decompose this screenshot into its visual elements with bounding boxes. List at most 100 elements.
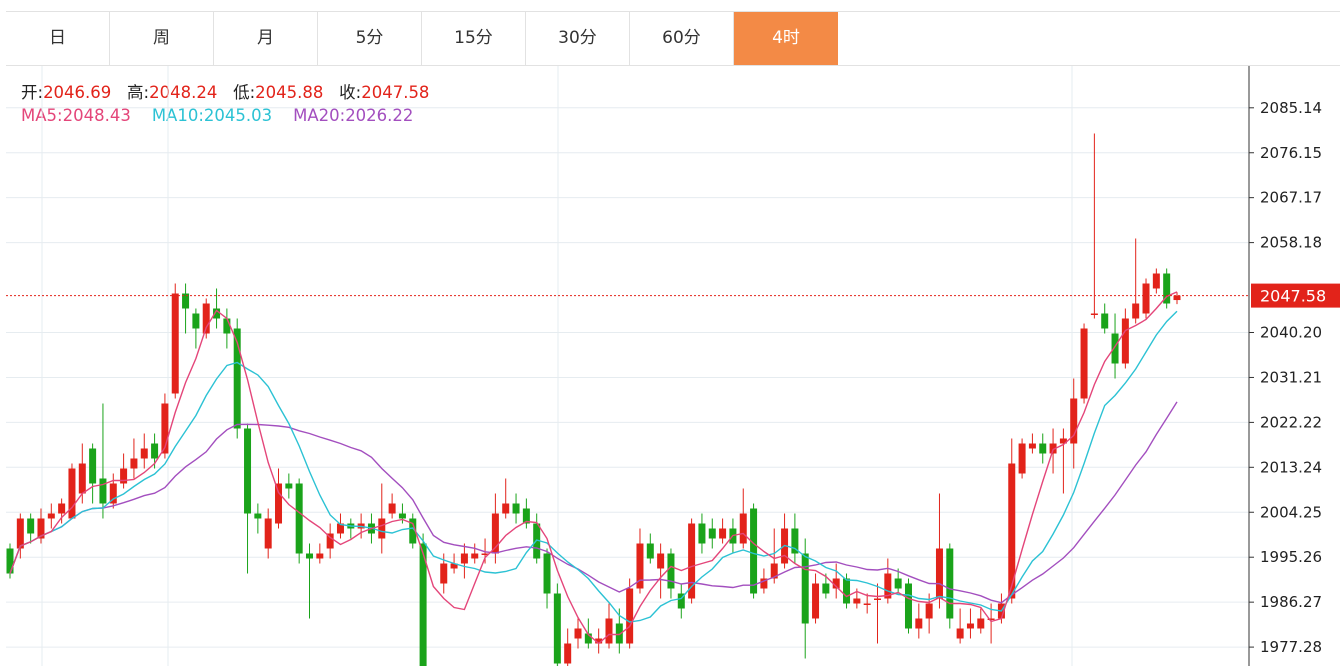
timeframe-tabs: 日周月 5分 15分 30分 60分 4时 [6, 11, 1340, 66]
candle-body [1080, 328, 1088, 399]
candle-body [1090, 313, 1098, 315]
candle-body [326, 533, 334, 549]
candle-body [812, 583, 820, 619]
candle-body [99, 478, 107, 504]
candle-body [574, 628, 582, 639]
candle-body [295, 483, 303, 554]
low-value: 2045.88 [255, 83, 324, 102]
y-tick-label: 2076.15 [1260, 144, 1322, 162]
candle-body [894, 578, 902, 589]
tab-7[interactable]: 4时 [734, 12, 838, 65]
candle-body [956, 628, 964, 639]
candle-body [708, 528, 716, 539]
candle-body [1008, 463, 1016, 599]
candle-body [1121, 318, 1129, 364]
candle-body [904, 583, 912, 629]
candle-body [966, 623, 974, 629]
candle-body [1101, 313, 1109, 329]
candle-body [822, 583, 830, 594]
candle-body [677, 593, 685, 609]
candle-body [285, 483, 293, 489]
candle-body [305, 553, 313, 559]
tab-6[interactable]: 60分 [630, 12, 734, 65]
candle-body [863, 603, 871, 605]
candle-body [843, 578, 851, 604]
y-tick-label: 2013.24 [1260, 458, 1322, 476]
candle-body [1049, 443, 1057, 454]
tab-4[interactable]: 15分 [422, 12, 526, 65]
candle-body [719, 528, 727, 539]
y-tick-label: 2004.25 [1260, 503, 1322, 521]
low-label: 低: [233, 83, 256, 102]
candle-body [584, 633, 592, 644]
candle-body [440, 563, 448, 584]
candle-body [213, 308, 221, 319]
candle-body [316, 553, 324, 559]
candle-body [481, 553, 489, 555]
candle-body [884, 573, 892, 599]
y-tick-label: 2040.20 [1260, 324, 1322, 342]
ma10-label: MA10: [151, 106, 204, 125]
y-tick-label: 2058.18 [1260, 234, 1322, 252]
candle-body [1059, 438, 1067, 444]
ohlc-readout: 开:2046.69 高:2048.24 低:2045.88 收:2047.58 [21, 79, 429, 103]
tab-3[interactable]: 5分 [318, 12, 422, 65]
ma20-label: MA20: [293, 106, 346, 125]
candle-body [491, 513, 499, 554]
candle-body [109, 483, 117, 504]
candle-body [223, 318, 231, 334]
candle-body [388, 503, 396, 514]
open-value: 2046.69 [43, 83, 112, 102]
candle-body [987, 618, 995, 620]
tab-2[interactable]: 月 [214, 12, 318, 65]
candle-body [450, 563, 458, 569]
candle-body [120, 468, 128, 484]
candle-body [646, 543, 654, 559]
candle-body [378, 518, 386, 539]
candle-body [58, 503, 66, 514]
candle-body [202, 303, 210, 334]
candle-body [1070, 398, 1078, 444]
tab-0[interactable]: 日 [6, 12, 110, 65]
candle-body [171, 293, 179, 394]
candle-body [1142, 283, 1150, 314]
candle-body [409, 518, 417, 544]
candle-body [130, 458, 138, 469]
candle-body [874, 598, 882, 600]
candle-body [336, 523, 344, 534]
candle-body [1152, 273, 1160, 289]
candle-body [801, 553, 809, 624]
candle-body [595, 638, 603, 644]
candle-body [760, 578, 768, 589]
candle-body [47, 513, 55, 519]
candle-body [419, 543, 427, 666]
y-tick-label: 1986.27 [1260, 593, 1322, 611]
candle-body [233, 328, 241, 429]
candle-body [626, 588, 634, 644]
candle-body [667, 553, 675, 589]
candle-body [615, 623, 623, 644]
candle-body [522, 508, 530, 524]
candle-body [1163, 273, 1171, 304]
ma-readout: MA5:2048.43 MA10:2045.03 MA20:2026.22 [21, 106, 413, 125]
candle-body [925, 603, 933, 619]
candle-body [27, 518, 35, 534]
y-tick-label: 2067.17 [1260, 189, 1322, 207]
candle-body [6, 548, 14, 574]
candle-body [244, 428, 252, 514]
candle-body [750, 508, 758, 594]
candle-body [68, 468, 76, 519]
ma5-line [9, 291, 1178, 645]
candle-body [739, 513, 747, 544]
last-price-badge [1251, 283, 1340, 308]
tab-5[interactable]: 30分 [526, 12, 630, 65]
last-price-label: 2047.58 [1260, 287, 1326, 306]
candle-body [275, 483, 283, 524]
candle-body [1173, 295, 1181, 301]
tab-1[interactable]: 周 [110, 12, 214, 65]
candle-body [832, 578, 840, 589]
close-label: 收: [339, 83, 362, 102]
candle-body [636, 543, 644, 589]
ma10-value: 2045.03 [203, 106, 273, 125]
